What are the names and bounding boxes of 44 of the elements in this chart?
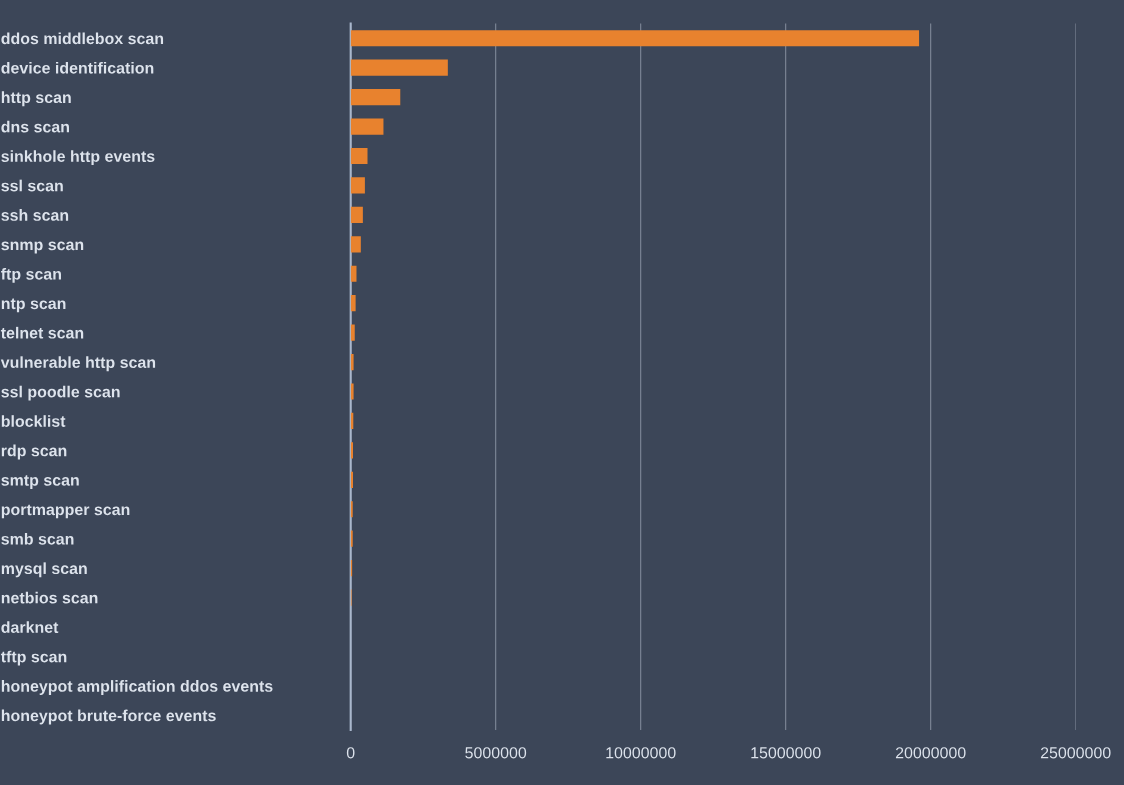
y-tick-label: portmapper scan bbox=[1, 504, 130, 519]
y-tick-label: honeypot amplification ddos events bbox=[1, 680, 273, 695]
y-tick-label: rdp scan bbox=[1, 444, 67, 460]
bar bbox=[350, 295, 356, 312]
x-tick-label: 25000000 bbox=[1040, 747, 1111, 759]
y-tick-label: smb scan bbox=[1, 532, 74, 545]
bar bbox=[350, 206, 363, 223]
x-tick-label: 0 bbox=[346, 747, 355, 759]
x-tick-label: 5000000 bbox=[465, 747, 527, 759]
y-tick-label: smtp scan bbox=[1, 475, 79, 489]
y-tick-label: honeypot brute-force events bbox=[1, 709, 216, 725]
x-tick-label: 10000000 bbox=[606, 747, 676, 759]
bar bbox=[350, 501, 353, 518]
y-tick-label: device identification bbox=[1, 61, 154, 74]
x-tick-label: 20000000 bbox=[895, 747, 966, 759]
bar bbox=[350, 324, 355, 341]
x-tick-label: 15000000 bbox=[751, 747, 821, 759]
y-tick-label: mysql scan bbox=[1, 562, 87, 578]
y-tick-label: netbios scan bbox=[1, 591, 98, 604]
y-tick-label: dns scan bbox=[1, 120, 69, 133]
bar bbox=[350, 383, 354, 400]
y-tick-label: ssl scan bbox=[1, 179, 63, 192]
bar bbox=[350, 353, 354, 371]
y-tick-label: snmp scan bbox=[1, 241, 84, 254]
y-tick-label: sinkhole http events bbox=[1, 150, 155, 166]
bar bbox=[350, 147, 368, 165]
bar bbox=[350, 236, 361, 253]
bar bbox=[350, 30, 920, 47]
y-tick-label: http scan bbox=[1, 91, 71, 107]
bar bbox=[350, 177, 365, 194]
bar bbox=[350, 118, 384, 135]
y-tick-label: vulnerable http scan bbox=[0, 356, 156, 372]
y-tick-label: darknet bbox=[1, 621, 59, 633]
y-tick-label: ddos middlebox scan bbox=[1, 32, 164, 45]
y-tick-label: ftp scan bbox=[1, 267, 61, 283]
y-tick-label: ntp scan bbox=[1, 298, 66, 313]
bar bbox=[350, 59, 448, 76]
y-tick-label: ssh scan bbox=[1, 209, 69, 221]
y-tick-label: tftp scan bbox=[0, 650, 67, 666]
y-tick-label: blocklist bbox=[1, 415, 66, 427]
bar bbox=[350, 89, 401, 106]
y-tick-label: ssl poodle scan bbox=[1, 385, 120, 401]
y-tick-label: telnet scan bbox=[0, 326, 84, 339]
bar bbox=[350, 530, 353, 547]
